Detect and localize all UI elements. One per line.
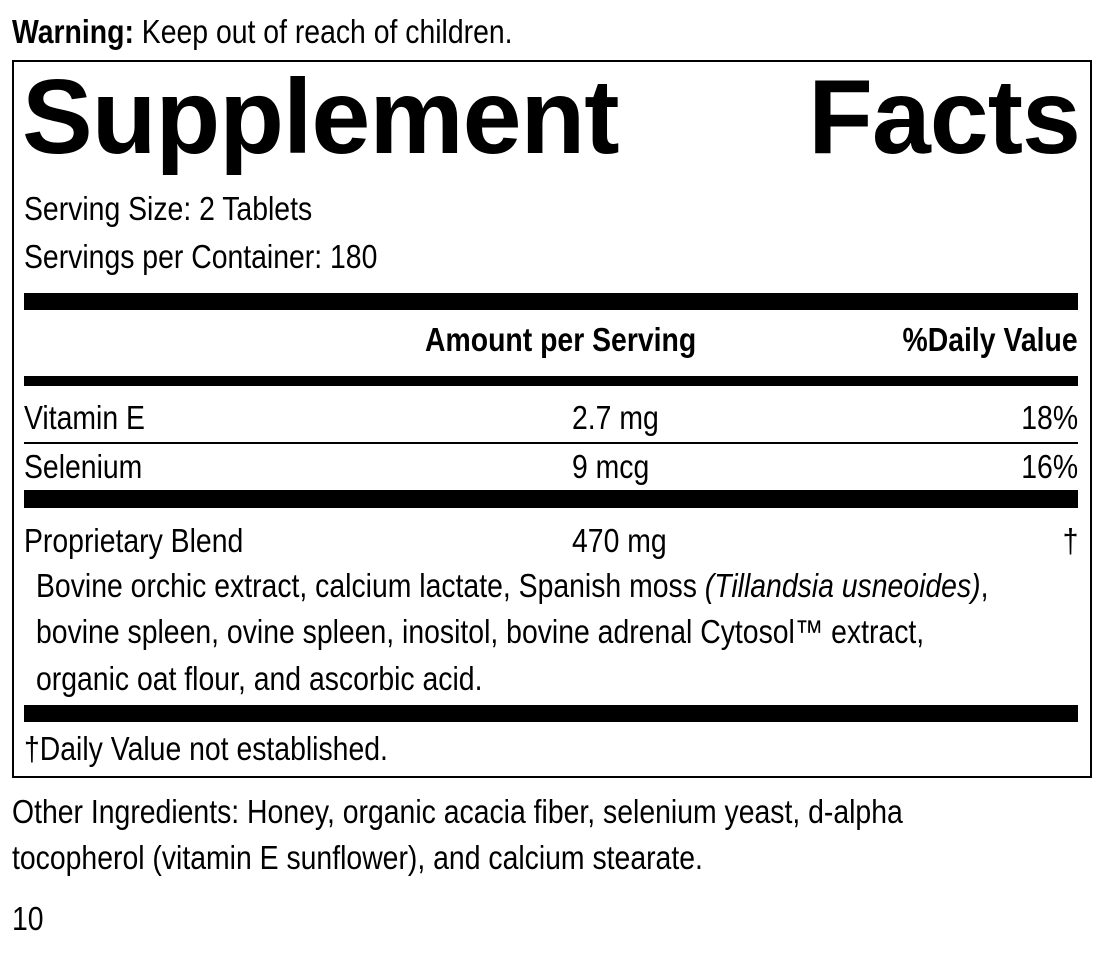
footnote: †Daily Value not established. (24, 730, 388, 767)
divider-medium (24, 376, 1078, 386)
divider-thick (24, 705, 1078, 722)
nutrient-dv: 18% (1021, 399, 1078, 436)
page-number: 10 (12, 900, 44, 937)
warning-label: Warning: (12, 13, 134, 50)
blend-text: Bovine orchic extract, calcium lactate, … (36, 567, 705, 604)
panel-title: Supplement Facts (22, 58, 1081, 176)
blend-amount: 470 mg (572, 522, 667, 559)
blend-ingredients-line: organic oat flour, and ascorbic acid. (36, 660, 483, 697)
header-daily-value: %Daily Value (902, 321, 1078, 358)
blend-botanical-name: (Tillandsia usneoides) (704, 567, 981, 604)
blend-dv: † (1062, 522, 1078, 559)
servings-per-container: Servings per Container: 180 (24, 238, 378, 275)
divider-thin (24, 442, 1078, 444)
divider-thick (24, 490, 1078, 508)
blend-name: Proprietary Blend (24, 522, 244, 559)
header-amount: Amount per Serving (425, 321, 697, 358)
blend-ingredients-line: bovine spleen, ovine spleen, inositol, b… (36, 613, 925, 650)
warning-text: Keep out of reach of children. (141, 13, 513, 50)
divider-thick (24, 293, 1078, 310)
nutrient-name: Vitamin E (24, 399, 145, 436)
nutrient-dv: 16% (1021, 448, 1078, 485)
supplement-facts-panel (12, 60, 1092, 778)
serving-size: Serving Size: 2 Tablets (24, 190, 313, 227)
blend-ingredients-line: Bovine orchic extract, calcium lactate, … (36, 566, 988, 606)
nutrient-amount: 9 mcg (572, 448, 650, 485)
blend-text: , (980, 567, 989, 604)
other-ingredients-line: tocopherol (vitamin E sunflower), and ca… (12, 839, 703, 876)
nutrient-amount: 2.7 mg (572, 399, 659, 436)
nutrient-name: Selenium (24, 448, 143, 485)
other-ingredients-line: Other Ingredients: Honey, organic acacia… (12, 793, 903, 830)
warning: Warning: Keep out of reach of children. (12, 12, 513, 52)
